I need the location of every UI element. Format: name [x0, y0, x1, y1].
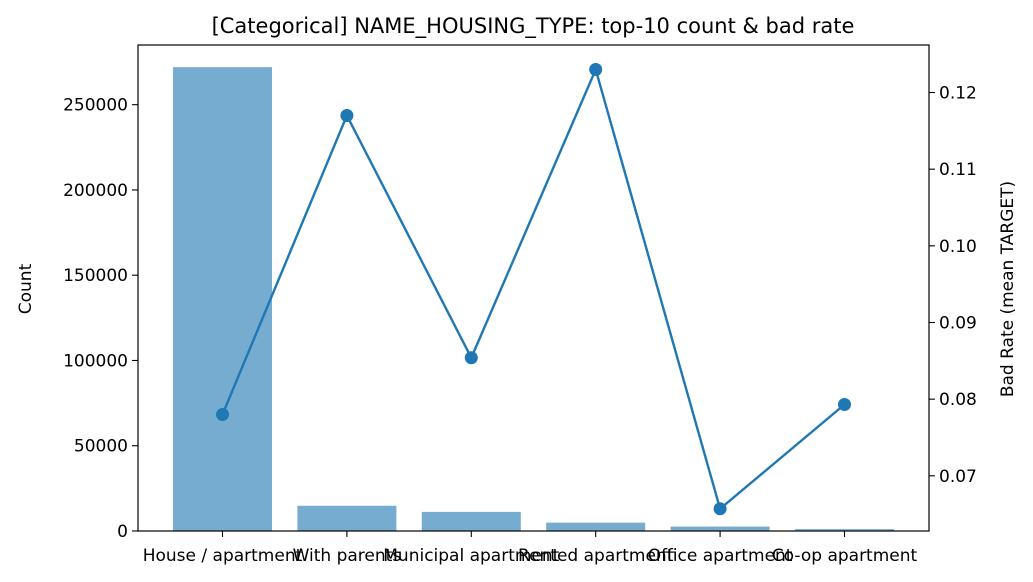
y-tick-label-2: 100000: [63, 351, 128, 371]
x-tick-label-1: With parents: [293, 546, 402, 566]
bad-rate-line: [221, 65, 846, 511]
y-axis-label: Count: [16, 263, 36, 314]
y2-tick-label-0: 0.07: [939, 467, 977, 487]
y2-tick-label-1: 0.08: [939, 390, 977, 410]
bad-rate-point-1: [340, 109, 354, 123]
line-series: [216, 63, 851, 516]
y-tick-label-0: 0: [117, 522, 128, 542]
bar-3: [546, 522, 646, 531]
bad-rate-point-0: [216, 407, 229, 421]
bar-series: [173, 67, 894, 531]
y-tick-label-3: 150000: [63, 266, 128, 286]
y-tick-label-1: 50000: [74, 437, 128, 457]
y2-tick-label-5: 0.12: [939, 84, 977, 104]
bad-rate-point-2: [464, 351, 478, 365]
bar-4: [670, 526, 770, 531]
y2-tick-label-4: 0.11: [939, 160, 977, 180]
x-tick-label-3: Rented apartment: [518, 546, 674, 566]
bad-rate-point-5: [838, 398, 851, 412]
x-tick-label-2: Municipal apartment: [383, 546, 559, 566]
y2-tick-label-2: 0.09: [939, 313, 977, 333]
x-tick-label-4: Office apartment: [648, 546, 793, 566]
y-axis-left: 0 50000 100000 150000 200000 250000: [63, 96, 138, 542]
chart-title: [Categorical] NAME_HOUSING_TYPE: top-10 …: [212, 14, 855, 39]
x-tick-label-0: House / apartment: [143, 546, 303, 566]
x-tick-label-5: Co-op apartment: [772, 546, 918, 566]
y-axis-right: 0.07 0.08 0.09 0.10 0.11 0.12: [929, 84, 977, 487]
bar-1: [297, 505, 397, 531]
plot-frame: [137, 44, 930, 532]
y2-axis-label: Bad Rate (mean TARGET): [998, 181, 1018, 397]
bad-rate-point-4: [713, 502, 727, 516]
y-tick-label-4: 200000: [63, 181, 128, 201]
bar-2: [421, 511, 521, 531]
y2-tick-label-3: 0.10: [939, 237, 977, 257]
bar-0: [173, 67, 272, 531]
bar-5: [795, 529, 894, 531]
bad-rate-point-3: [589, 63, 603, 77]
y-tick-label-5: 250000: [63, 96, 128, 116]
